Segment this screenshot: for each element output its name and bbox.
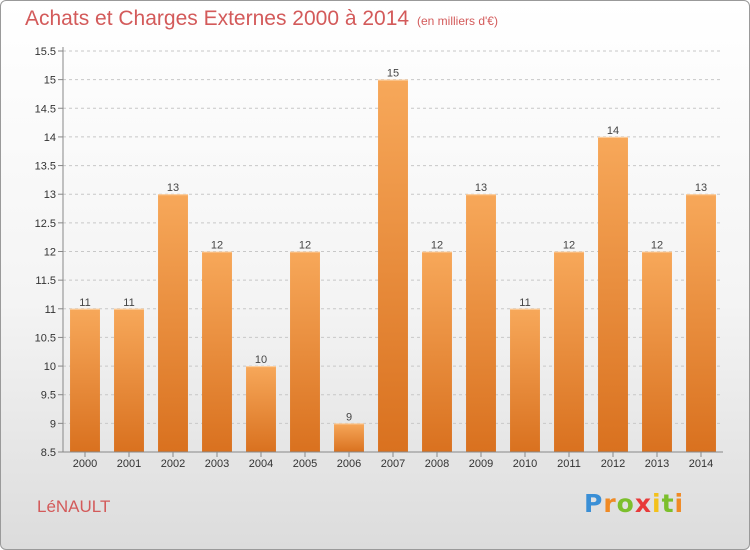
x-tick-label: 2003 [205,458,229,470]
x-tick-label: 2014 [689,458,713,470]
value-label: 11 [519,297,530,309]
x-tick-label: 2002 [161,458,185,470]
x-tick-label: 2005 [293,458,317,470]
y-tick-label: 15 [44,75,56,87]
y-tick-label: 14 [44,132,56,144]
y-tick-label: 10.5 [35,332,56,344]
logo-letter: r [603,489,617,518]
logo-letter: i [674,489,685,518]
value-label: 12 [563,240,575,252]
x-tick-label: 2010 [513,458,537,470]
logo-letter: o [616,489,635,518]
bar-2011 [554,251,584,452]
bar-2003 [202,251,232,452]
value-label: 11 [123,297,134,309]
x-tick-label: 2004 [249,458,273,470]
bar-2000 [70,308,100,452]
chart-subtitle: (en milliers d'€) [417,14,498,28]
logo-letter: x [634,489,652,518]
proxiti-logo[interactable]: Proxiti [584,489,684,518]
y-tick-label: 11 [45,304,56,316]
x-tick-label: 2007 [381,458,405,470]
bar-2004 [246,366,276,452]
value-label: 13 [475,182,487,194]
bar-2012 [598,136,628,452]
value-label: 11 [79,297,90,309]
x-tick-label: 2009 [469,458,493,470]
bar-2006 [334,423,364,452]
y-tick-label: 10 [44,361,56,373]
x-tick-label: 2008 [425,458,449,470]
bar-2005 [290,251,320,452]
value-label: 9 [346,411,352,423]
axes [58,47,723,457]
logo-letter: i [652,489,662,518]
chart-title: Achats et Charges Externes 2000 à 2014 [25,7,410,30]
y-tick-label: 13.5 [35,161,56,173]
bar-2010 [510,308,540,452]
logo-letter: P [584,489,604,518]
bar-2001 [114,308,144,452]
y-tick-label: 13 [44,189,56,201]
y-tick-label: 14.5 [35,103,56,115]
x-tick-label: 2000 [73,458,97,470]
y-tick-label: 8.5 [41,447,56,459]
value-label: 15 [387,68,399,80]
value-label: 14 [607,125,619,137]
bar-2002 [158,194,188,452]
y-tick-label: 12 [44,247,56,259]
labels: 8.5 9 9.5 10 10.5 11 11.5 12 12.5 13 13.5 14 14.5 15 1… [35,46,714,470]
value-label: 12 [211,240,223,252]
y-tick-label: 15.5 [35,46,56,58]
y-tick-label: 9 [50,418,56,430]
bar-2009 [466,194,496,452]
bar-2013 [642,251,672,452]
bar-2007 [378,79,408,453]
x-tick-label: 2013 [645,458,669,470]
y-tick-label: 11.5 [35,275,56,287]
bar-2014 [686,194,716,452]
value-label: 12 [299,240,311,252]
bars [70,79,716,453]
value-label: 12 [431,240,443,252]
x-tick-label: 2012 [601,458,625,470]
bar-2008 [422,251,452,452]
value-label: 10 [255,354,267,366]
value-label: 13 [695,182,707,194]
x-tick-label: 2001 [117,458,141,470]
x-tick-label: 2011 [557,458,581,470]
y-tick-label: 9.5 [41,390,56,402]
logo-letter: t [661,489,675,518]
value-label: 13 [167,182,179,194]
y-tick-label: 12.5 [35,218,56,230]
value-label: 12 [651,240,663,252]
x-tick-label: 2006 [337,458,361,470]
commune-name: LéNAULT [37,497,111,516]
